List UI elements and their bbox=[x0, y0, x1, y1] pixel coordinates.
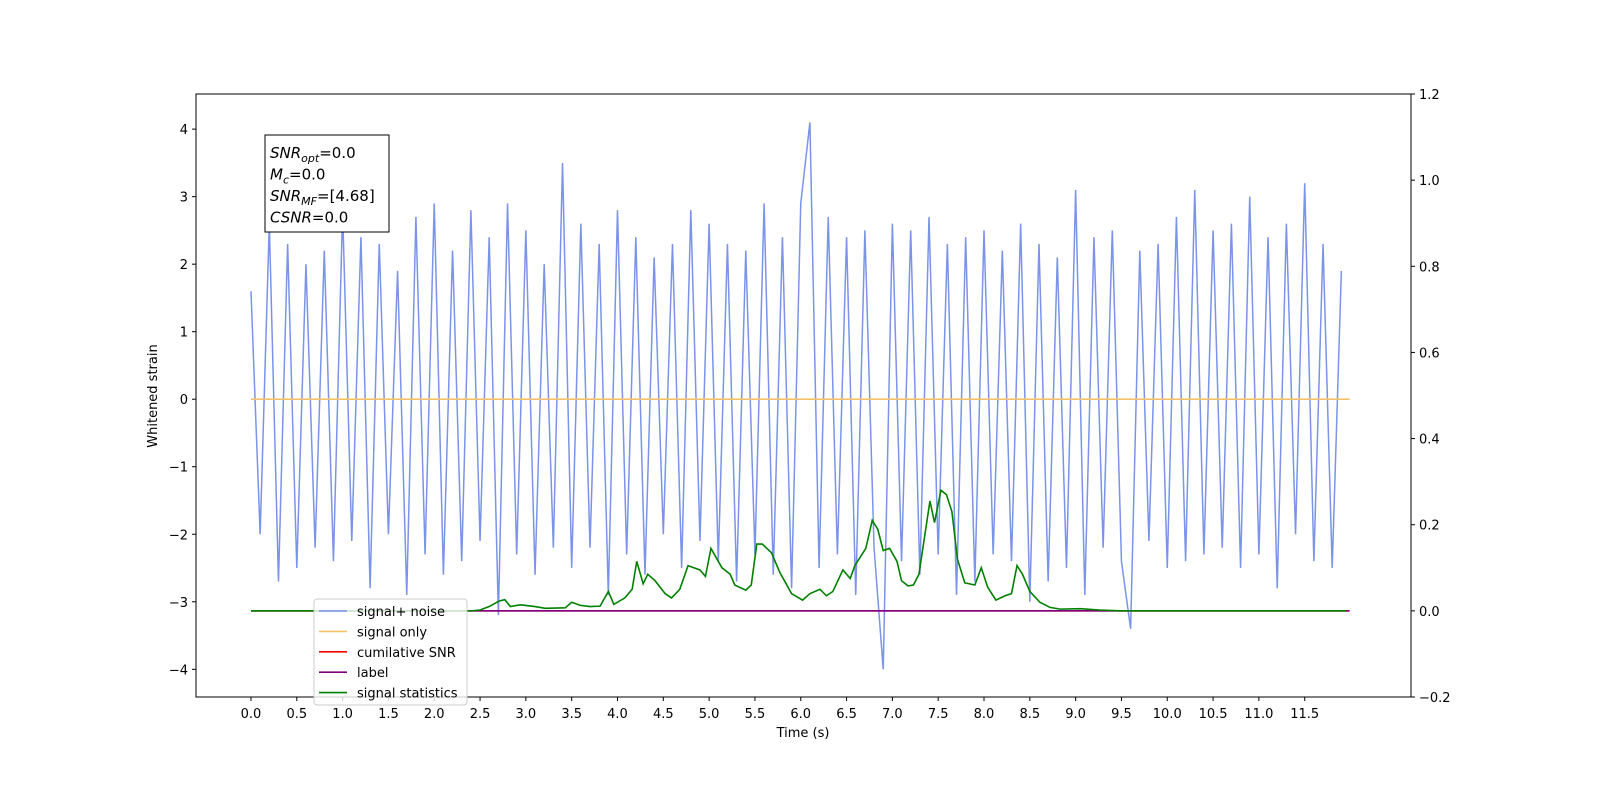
series-line bbox=[250, 488, 1346, 612]
annotation-frame bbox=[264, 134, 390, 233]
x-tick-label: 9.5 bbox=[1111, 707, 1132, 722]
x-tick-label: 11.5 bbox=[1290, 707, 1319, 722]
series-line bbox=[250, 122, 1343, 670]
y-tick-label: 2 bbox=[180, 258, 188, 273]
plot-frame bbox=[195, 93, 1412, 698]
y2-tick-label: 0.4 bbox=[1419, 433, 1440, 448]
x-tick-label: 2.0 bbox=[424, 707, 445, 722]
x-tick-label: 4.5 bbox=[653, 707, 674, 722]
x-tick-label: 3.5 bbox=[561, 707, 582, 722]
y-tick-label: 0 bbox=[180, 393, 188, 408]
annotation-text: SNRopt=0.0 bbox=[270, 144, 356, 165]
annotation-symbol: M bbox=[270, 166, 283, 184]
y2-tick-label: 0.0 bbox=[1419, 605, 1440, 620]
legend-frame bbox=[313, 598, 468, 706]
legend-label: cumilative SNR bbox=[357, 646, 456, 661]
annotation-value: =0.0 bbox=[289, 166, 325, 184]
annotation-text: SNRMF=[4.68] bbox=[270, 187, 375, 208]
x-tick-label: 4.0 bbox=[607, 707, 628, 722]
x-tick-label: 10.5 bbox=[1199, 707, 1228, 722]
x-tick-label: 11.0 bbox=[1244, 707, 1273, 722]
y2-tick-label: 0.6 bbox=[1419, 346, 1440, 361]
legend: signal+ noise signal only cumilative SNR la… bbox=[313, 598, 468, 706]
annotation-subscript: opt bbox=[301, 152, 320, 165]
x-axis-label: Time (s) bbox=[776, 726, 830, 741]
x-tick-label: 7.0 bbox=[882, 707, 903, 722]
annotation-value: =0.0 bbox=[312, 209, 348, 227]
legend-label: signal+ noise bbox=[357, 605, 445, 620]
y2-tick-label: 1.2 bbox=[1419, 88, 1440, 103]
x-tick-label: 3.0 bbox=[516, 707, 537, 722]
x-tick-label: 1.0 bbox=[332, 707, 353, 722]
y2-tick-label: 0.2 bbox=[1419, 519, 1440, 534]
annotation-subscript: c bbox=[283, 174, 289, 187]
y2-tick-label: 0.8 bbox=[1419, 260, 1440, 275]
annotation-symbol: CSNR bbox=[270, 209, 312, 227]
annotation-value: =[4.68] bbox=[317, 187, 375, 205]
annotation-subscript: MF bbox=[301, 195, 317, 208]
x-tick-label: 5.5 bbox=[745, 707, 766, 722]
annotation-text: CSNR=0.0 bbox=[270, 209, 348, 227]
x-tick-label: 0.5 bbox=[286, 707, 307, 722]
x-tick-label: 8.0 bbox=[974, 707, 995, 722]
y-axis-label: Whitened strain bbox=[146, 344, 161, 447]
x-tick-label: 5.0 bbox=[699, 707, 720, 722]
x-tick-label: 6.5 bbox=[836, 707, 857, 722]
x-tick-label: 8.5 bbox=[1019, 707, 1040, 722]
y-tick-label: −4 bbox=[169, 663, 188, 678]
x-tick-label: 10.0 bbox=[1153, 707, 1182, 722]
annotation-symbol: SNR bbox=[270, 144, 301, 162]
x-tick-label: 2.5 bbox=[470, 707, 491, 722]
y-tick-label: 4 bbox=[180, 123, 188, 138]
x-tick-label: 6.0 bbox=[790, 707, 811, 722]
y-tick-label: −2 bbox=[169, 528, 188, 543]
y-tick-label: 1 bbox=[180, 326, 188, 341]
y2-tick-label: 1.0 bbox=[1419, 174, 1440, 189]
y2-tick-label: −0.2 bbox=[1419, 691, 1451, 706]
y-tick-label: −3 bbox=[169, 596, 188, 611]
y-tick-label: −1 bbox=[169, 461, 188, 476]
y-tick-label: 3 bbox=[180, 191, 188, 206]
annotation-text: Mc=0.0 bbox=[270, 166, 325, 187]
legend-label: signal statistics bbox=[357, 687, 458, 702]
annotation-symbol: SNR bbox=[270, 187, 301, 205]
x-tick-label: 1.5 bbox=[378, 707, 399, 722]
x-tick-label: 7.5 bbox=[928, 707, 949, 722]
x-tick-label: 0.0 bbox=[241, 707, 262, 722]
legend-label: label bbox=[357, 666, 388, 681]
x-tick-label: 9.0 bbox=[1065, 707, 1086, 722]
legend-label: signal only bbox=[357, 625, 427, 640]
annotation-value: =0.0 bbox=[319, 144, 355, 162]
